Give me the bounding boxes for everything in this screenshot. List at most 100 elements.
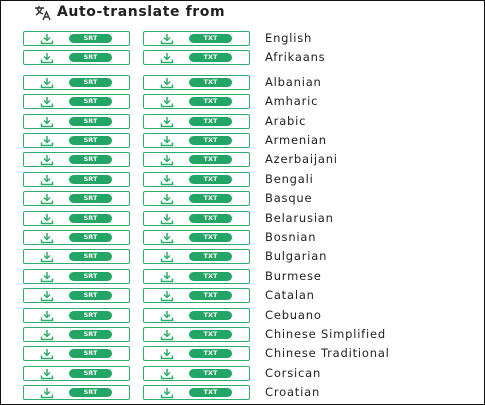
button-label: SRT <box>69 77 112 87</box>
srt-button[interactable]: SRT <box>23 171 130 187</box>
download-icon <box>160 213 174 224</box>
srt-button[interactable]: SRT <box>23 288 130 304</box>
txt-button[interactable]: TXT <box>143 31 250 46</box>
language-name: Cebuano <box>265 307 322 322</box>
txt-button[interactable]: TXT <box>143 327 250 342</box>
txt-button[interactable]: TXT <box>143 210 250 226</box>
srt-button[interactable]: SRT <box>23 268 130 284</box>
srt-button[interactable]: SRT <box>23 74 130 90</box>
download-icon <box>40 310 54 321</box>
txt-button[interactable]: TXT <box>143 365 250 381</box>
language-name: Arabic <box>265 113 307 128</box>
language-name: Chinese Traditional <box>265 346 390 361</box>
srt-button[interactable]: SRT <box>23 346 130 362</box>
srt-button[interactable]: SRT <box>23 249 130 265</box>
download-icon <box>160 252 174 263</box>
txt-button[interactable]: TXT <box>143 268 250 284</box>
srt-button[interactable]: SRT <box>23 31 130 46</box>
download-icon <box>40 233 54 244</box>
translate-icon <box>35 6 51 21</box>
download-icon <box>160 174 174 186</box>
button-label: SRT <box>69 388 112 398</box>
button-label: SRT <box>69 368 112 378</box>
download-icon <box>40 194 54 205</box>
srt-button[interactable]: SRT <box>23 307 130 323</box>
download-icon <box>40 97 54 108</box>
download-icon <box>160 53 174 64</box>
button-label: SRT <box>69 155 112 165</box>
download-icon <box>40 34 54 45</box>
title: Auto-translate from <box>57 4 226 20</box>
button-label: SRT <box>69 174 112 184</box>
button-label: SRT <box>69 310 112 320</box>
language-name: Amharic <box>265 94 319 109</box>
language-name: Azerbaijani <box>265 152 338 167</box>
button-label: TXT <box>189 136 232 145</box>
download-icon <box>40 174 54 186</box>
srt-button[interactable]: SRT <box>23 152 130 168</box>
txt-button[interactable]: TXT <box>143 133 250 148</box>
txt-button[interactable]: TXT <box>143 171 250 187</box>
button-label: TXT <box>189 291 232 301</box>
download-icon <box>160 271 174 283</box>
download-icon <box>160 388 174 399</box>
txt-button[interactable]: TXT <box>143 94 250 110</box>
download-icon <box>40 155 54 166</box>
download-icon <box>160 116 174 127</box>
language-name: Bosnian <box>265 230 317 244</box>
button-label: TXT <box>189 155 232 165</box>
button-label: TXT <box>189 388 232 398</box>
srt-button[interactable]: SRT <box>23 327 130 342</box>
txt-button[interactable]: TXT <box>143 152 250 168</box>
button-label: SRT <box>69 252 112 262</box>
srt-button[interactable]: SRT <box>23 365 130 381</box>
download-icon <box>160 233 174 244</box>
button-label: TXT <box>189 53 232 63</box>
srt-button[interactable]: SRT <box>23 210 130 226</box>
button-label: SRT <box>69 271 112 281</box>
srt-button[interactable]: SRT <box>23 50 130 66</box>
button-label: TXT <box>189 252 232 262</box>
txt-button[interactable]: TXT <box>143 385 250 401</box>
button-label: SRT <box>69 97 112 107</box>
srt-button[interactable]: SRT <box>23 113 130 129</box>
srt-button[interactable]: SRT <box>23 94 130 110</box>
download-icon <box>160 291 174 302</box>
txt-button[interactable]: TXT <box>143 249 250 265</box>
txt-button[interactable]: TXT <box>143 191 250 207</box>
download-icon <box>160 136 174 147</box>
button-label: TXT <box>189 77 232 87</box>
txt-button[interactable]: TXT <box>143 307 250 323</box>
txt-button[interactable]: TXT <box>143 113 250 129</box>
button-label: TXT <box>189 310 232 320</box>
language-name: Burmese <box>265 268 322 283</box>
language-name: Catalan <box>265 288 315 303</box>
txt-button[interactable]: TXT <box>143 288 250 304</box>
txt-button[interactable]: TXT <box>143 346 250 362</box>
srt-button[interactable]: SRT <box>23 385 130 401</box>
txt-button[interactable]: TXT <box>143 74 250 90</box>
download-icon <box>40 291 54 302</box>
download-icon <box>40 252 54 263</box>
srt-button[interactable]: SRT <box>23 191 130 207</box>
button-label: SRT <box>69 291 112 301</box>
language-name: Albanian <box>265 74 322 89</box>
txt-button[interactable]: TXT <box>143 50 250 66</box>
download-icon <box>40 271 54 283</box>
button-label: SRT <box>69 136 112 145</box>
button-label: SRT <box>69 53 112 63</box>
button-label: TXT <box>189 213 232 223</box>
srt-button[interactable]: SRT <box>23 230 130 245</box>
download-icon <box>160 34 174 45</box>
button-label: SRT <box>69 194 112 204</box>
srt-button[interactable]: SRT <box>23 133 130 148</box>
download-icon <box>160 194 174 205</box>
language-name: Corsican <box>265 365 322 380</box>
button-label: TXT <box>189 330 232 339</box>
download-icon <box>160 77 174 89</box>
download-icon <box>40 77 54 89</box>
txt-button[interactable]: TXT <box>143 230 250 245</box>
download-icon <box>40 388 54 399</box>
language-name: Basque <box>265 191 313 206</box>
